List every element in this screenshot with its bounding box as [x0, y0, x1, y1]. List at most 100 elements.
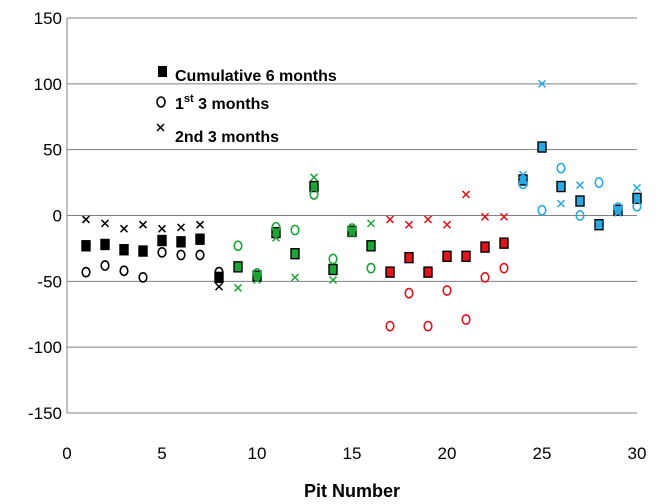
point-circle — [385, 320, 395, 332]
y-tick-label: 150 — [34, 9, 62, 28]
point-x — [423, 215, 433, 224]
point-circle — [100, 260, 110, 271]
point-circle — [366, 262, 376, 274]
legend-square-marker — [158, 66, 167, 77]
point-circle — [404, 287, 414, 299]
point-circle — [461, 314, 471, 325]
x-tick-label: 30 — [628, 444, 647, 463]
legend-label-second-3-months: 2nd 3 months — [175, 129, 279, 146]
y-tick-labels: 150 100 50 0 -50 -100 -150 — [28, 9, 62, 423]
point-x — [366, 219, 376, 228]
point-x — [499, 212, 509, 221]
x-tick-label: 5 — [157, 444, 166, 463]
point-circle — [195, 249, 205, 261]
point-circle — [309, 189, 319, 200]
legend-label-first-number: 1 — [175, 96, 184, 113]
legend-label-first-3-months: 1st 3 months — [175, 93, 269, 113]
grid-lines — [67, 17, 637, 414]
point-square — [100, 238, 110, 251]
point-square — [423, 266, 433, 278]
point-circle — [290, 224, 300, 236]
point-x — [195, 220, 205, 229]
point-x — [442, 220, 452, 229]
x-tick-label: 15 — [343, 444, 362, 463]
point-x — [252, 275, 262, 285]
x-tick-label: 10 — [248, 444, 267, 463]
legend-label-cumulative: Cumulative 6 months — [175, 68, 337, 85]
point-x — [594, 220, 604, 229]
point-circle — [556, 162, 566, 174]
point-x — [100, 219, 110, 228]
point-circle — [81, 266, 91, 278]
point-circle — [499, 262, 509, 274]
point-circle — [442, 285, 452, 296]
point-square — [461, 250, 471, 263]
legend-label-first-superscript: st — [184, 93, 194, 105]
point-square — [309, 180, 319, 193]
point-square — [290, 247, 300, 260]
point-x — [404, 220, 414, 229]
point-x — [480, 212, 490, 221]
point-square — [442, 250, 452, 263]
point-circle — [119, 265, 129, 277]
point-square — [499, 237, 509, 249]
point-square — [119, 244, 129, 256]
point-circle — [537, 204, 547, 216]
point-circle — [328, 253, 338, 265]
point-x — [309, 173, 319, 182]
point-square — [575, 195, 585, 207]
point-square — [404, 251, 414, 264]
point-square — [632, 192, 642, 205]
point-square — [556, 180, 566, 193]
legend-label-first-tail: 3 months — [194, 96, 270, 113]
point-x — [461, 190, 471, 199]
point-x — [214, 282, 224, 291]
point-square — [366, 240, 376, 252]
point-circle — [575, 210, 585, 221]
point-square — [233, 261, 243, 273]
point-x — [575, 181, 585, 190]
data-points — [81, 79, 642, 332]
y-tick-label: -150 — [28, 404, 62, 423]
point-x — [328, 275, 338, 285]
x-tick-label: 20 — [438, 444, 457, 463]
point-x — [233, 283, 243, 292]
point-x — [518, 170, 528, 179]
x-tick-labels: 0 5 10 15 20 25 30 — [62, 444, 646, 463]
point-circle — [157, 246, 167, 258]
point-square — [195, 233, 205, 245]
point-x — [138, 220, 148, 229]
legend: Cumulative 6 months 1st 3 months 2nd 3 m… — [156, 66, 337, 146]
point-square — [81, 240, 91, 252]
point-circle — [138, 271, 148, 283]
point-circle — [233, 240, 243, 252]
point-circle — [594, 177, 604, 188]
point-x — [632, 183, 642, 192]
point-x — [537, 79, 547, 88]
point-circle — [214, 266, 224, 278]
legend-circle-marker — [156, 96, 166, 108]
point-x — [556, 199, 566, 208]
point-x — [176, 223, 186, 232]
point-x — [271, 233, 281, 242]
point-square — [537, 141, 547, 153]
point-circle — [252, 268, 262, 279]
point-circle — [632, 200, 642, 212]
legend-x-marker — [156, 123, 165, 132]
point-square — [138, 245, 148, 257]
point-x — [157, 224, 167, 233]
point-circle — [176, 249, 186, 261]
x-tick-label: 0 — [62, 444, 71, 463]
y-tick-label: 50 — [43, 141, 62, 160]
point-x — [613, 208, 623, 217]
point-circle — [271, 221, 281, 233]
point-circle — [480, 271, 490, 283]
y-tick-label: -100 — [28, 338, 62, 357]
point-x — [385, 215, 395, 224]
point-square — [328, 263, 338, 276]
x-tick-label: 25 — [533, 444, 552, 463]
point-circle — [518, 178, 528, 190]
y-tick-label: -50 — [37, 272, 62, 291]
